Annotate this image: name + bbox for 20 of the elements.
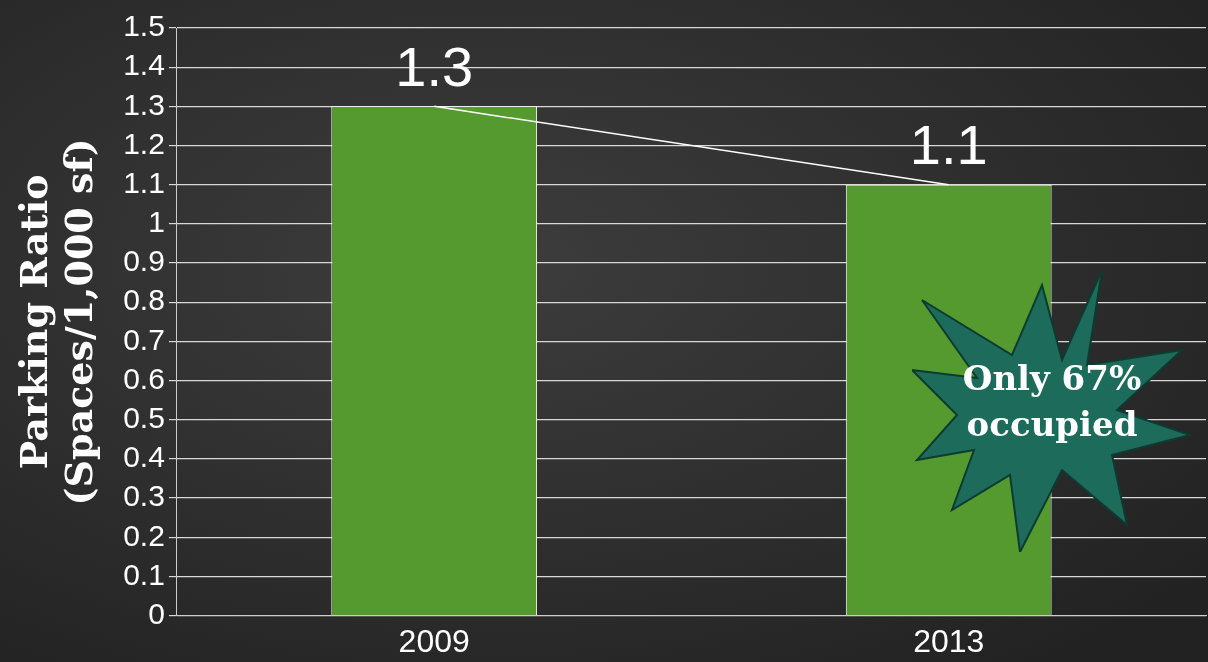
y-tick-label: 0.2: [123, 518, 165, 552]
y-tick-label: 0.6: [123, 361, 165, 395]
annotation: Only 67% occupied: [961, 357, 1143, 446]
y-tick-label: 0.3: [123, 479, 165, 513]
y-tick-label: 1.3: [123, 87, 165, 121]
y-axis-title: Parking Ratio (Spaces/1,000 sf): [10, 138, 102, 506]
y-tick-label: 0: [148, 596, 165, 630]
y-tick-label: 0.9: [123, 244, 165, 278]
y-tick-label: 0.8: [123, 283, 165, 317]
y-tick-label: 0.5: [123, 401, 165, 434]
x-tick-label: 2013: [913, 622, 985, 659]
y-tick-label: 1.4: [123, 48, 165, 82]
y-tick-label: 0.1: [123, 557, 165, 591]
y-tick-label: 0.7: [123, 322, 165, 356]
y-tick-label: 0.4: [123, 440, 165, 474]
x-tick-label: 2009: [398, 622, 470, 659]
y-tick-label: 1: [148, 205, 165, 239]
y-tick-label: 1.5: [123, 9, 165, 43]
y-tick-label: 1.2: [123, 126, 165, 160]
y-tick-label: 1.1: [123, 165, 165, 199]
